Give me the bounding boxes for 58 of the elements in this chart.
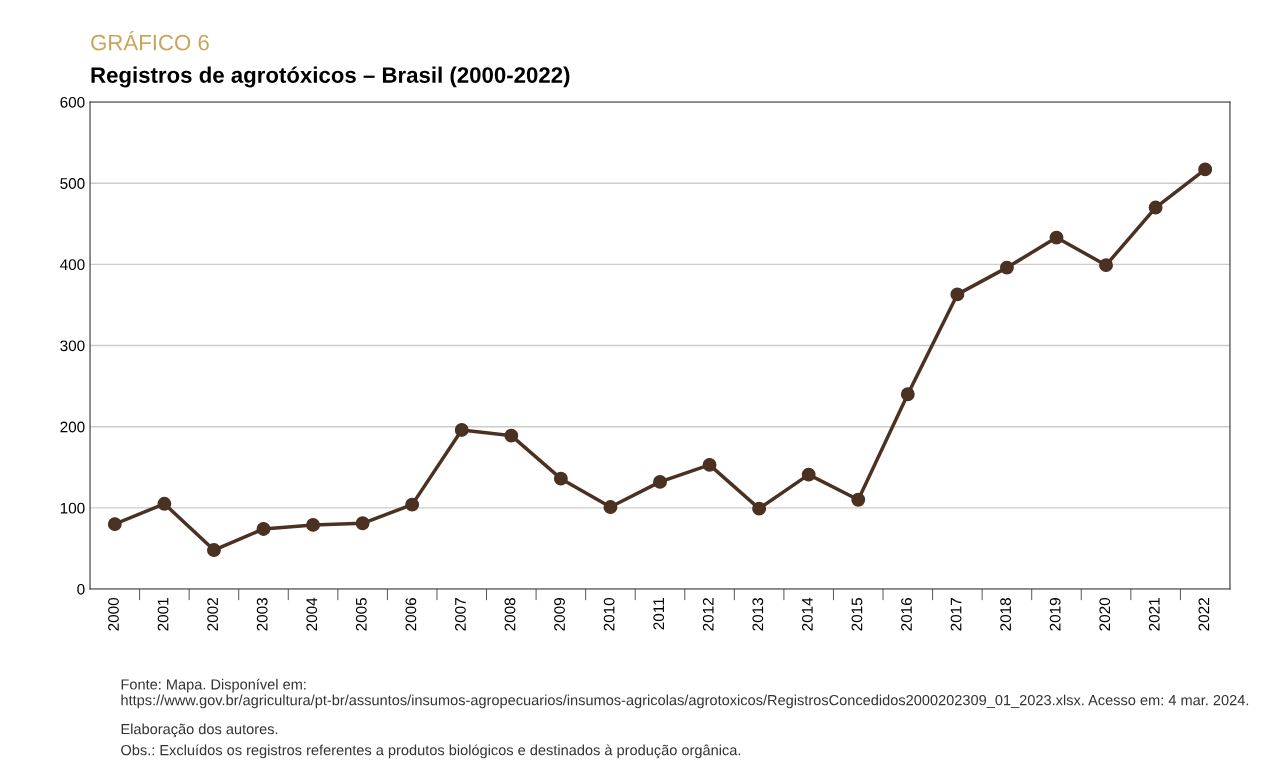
x-tick-label: 2010 [603,597,615,631]
point [752,501,767,516]
y-tick-label: 200 [60,421,85,433]
point [107,517,122,532]
point [653,474,667,489]
point [553,471,568,486]
x-tick-label: 2019 [1049,598,1061,631]
point [1099,258,1113,273]
y-tick-label: 600 [60,96,85,108]
x-tick-label: 2007 [455,598,466,631]
x-tick-label: 2014 [801,597,813,631]
x-tick-label: 2004 [306,597,318,631]
y-tick-label: 100 [60,502,85,514]
x-tick-label: 2021 [1148,598,1160,631]
x-tick-label: 2001 [157,598,169,631]
x-tick-label: 2012 [702,598,714,631]
x-tick-label: 2015 [851,598,863,631]
point [206,543,221,558]
x-tick-label: 2003 [256,598,268,631]
x-tick-label: 2017 [950,598,962,631]
x-tick-label: 2005 [355,598,367,631]
x-tick-label: 2011 [653,598,665,630]
point [405,497,420,512]
y-tick-label: 500 [60,178,85,189]
y-tick-label: 300 [60,340,85,352]
x-tick-label: 2016 [901,598,912,631]
x-tick-label: 2009 [554,598,565,631]
x-tick-label: 2020 [1099,597,1111,631]
point [999,260,1014,275]
point [1198,162,1213,177]
chart-title: Registros de agrotóxicos – Brasil (2000-2022) [91,66,570,88]
y-tick-label: 400 [60,259,85,271]
point [801,467,816,482]
x-tick-label: 2018 [1000,598,1012,631]
point [256,522,271,536]
point [1148,200,1163,215]
point [355,516,370,531]
source-note: Fonte: Mapa. Disponível em: https://www.gov.br/agricultura/pt-br/assuntos/insumos-agropecuarios/insumos-agricolas/agrotoxicos/RegistrosConcedidos2000202309_01_2023.xlsx. Acesso em: 4 mar. 2024. [121,678,1249,709]
x-tick-label: 2002 [207,598,219,631]
point [454,422,469,437]
point [306,517,321,532]
point [900,387,915,402]
x-tick-label: 2022 [1198,598,1210,631]
point [1049,230,1064,245]
text: Elaboração dos autores. [121,723,278,738]
point [603,500,618,514]
point [157,496,172,511]
x-tick-label: 2000 [108,597,119,631]
x-tick-label: 2006 [405,598,417,631]
y-tick-label: 0 [77,583,85,595]
x-tick-label: 2013 [752,598,764,631]
chart-subtitle: GRÁFICO 6 [91,30,209,51]
point [702,457,717,472]
point [950,287,965,302]
text: Obs.: Excluídos os registros referentes a produtos biológicos e destinados à produção orgânica. [121,744,741,759]
point [504,428,519,443]
x-tick-label: 2008 [504,598,516,631]
point [851,492,866,507]
